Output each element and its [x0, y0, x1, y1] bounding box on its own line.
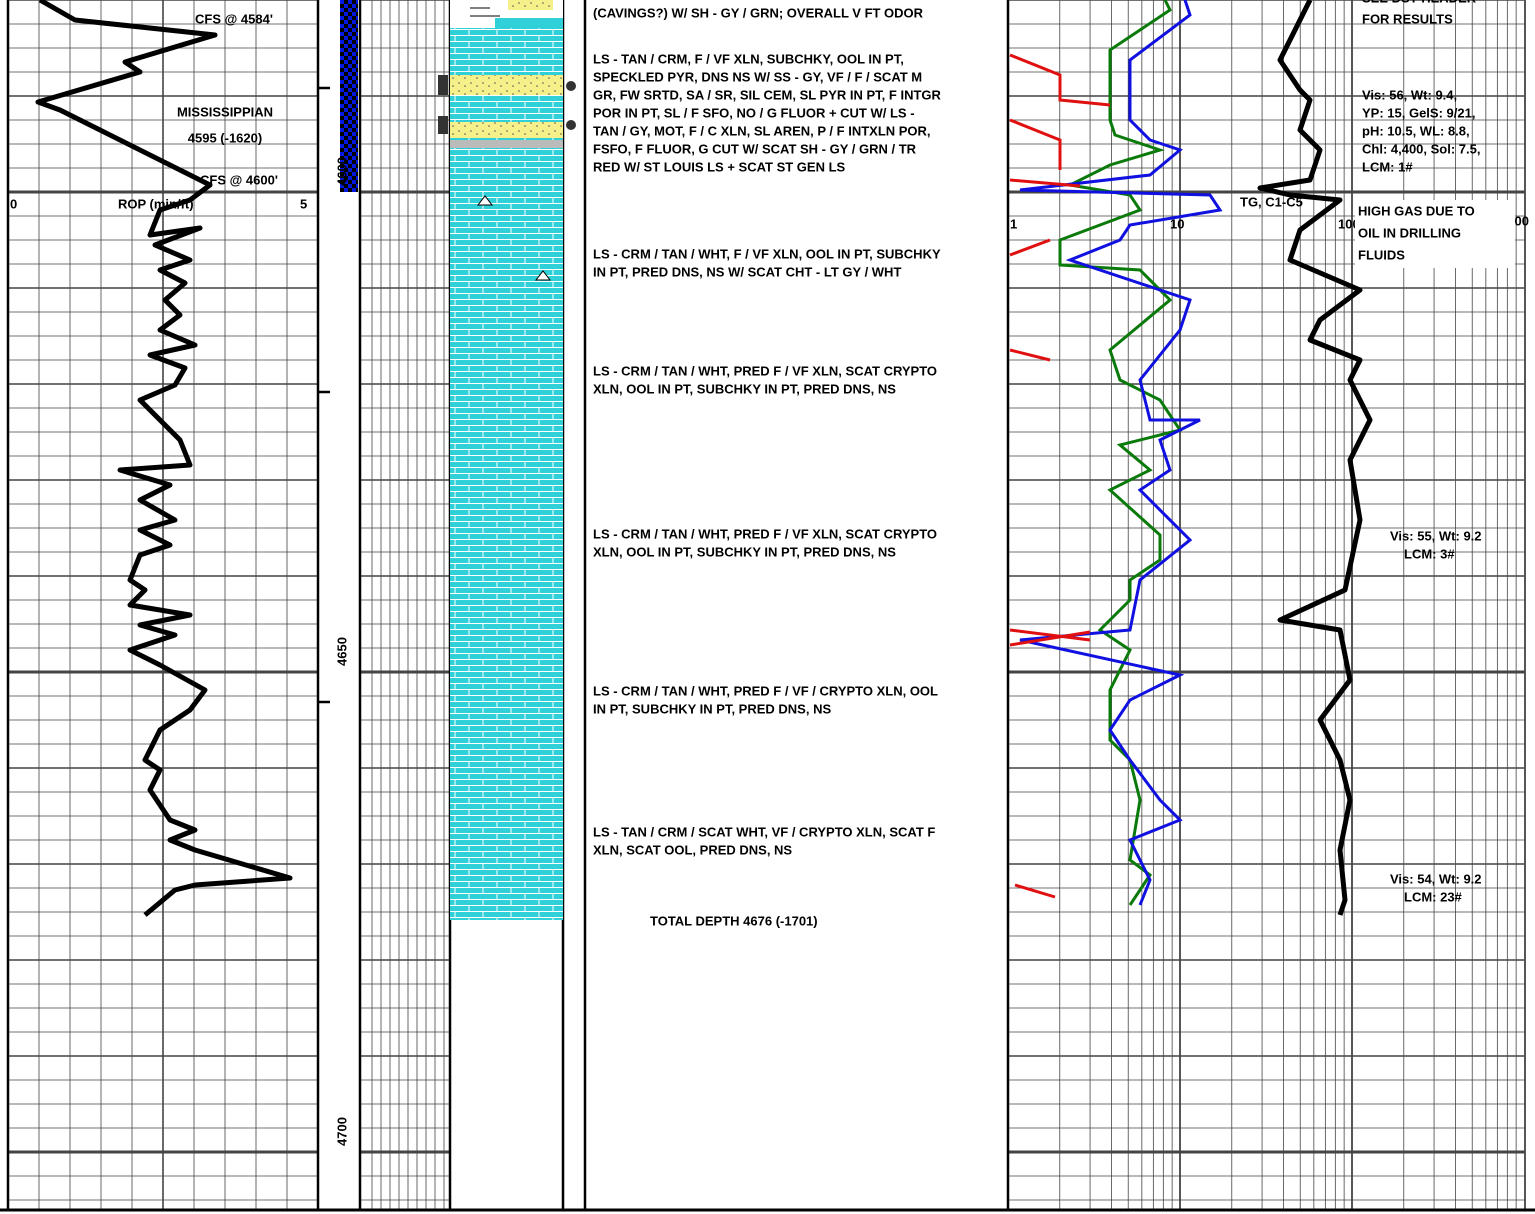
mud-report: LCM: 23#: [1404, 889, 1463, 904]
lithology-description: (CAVINGS?) W/ SH - GY / GRN; OVERALL V F…: [593, 5, 924, 20]
mud-report: LCM: 1#: [1362, 159, 1413, 174]
depth-label: 4600: [334, 157, 349, 186]
lithology-description: LS - CRM / TAN / WHT, PRED F / VF / CRYP…: [593, 683, 938, 698]
mud-report: pH: 10.5, WL: 8.8,: [1362, 123, 1470, 138]
gas-curve-segment: [1009, 178, 1081, 188]
core-column: [340, 0, 358, 192]
lithology-description: LS - CRM / TAN / WHT, PRED F / VF XLN, S…: [593, 363, 937, 378]
gas-curve-segment: [1009, 628, 1091, 642]
annotation: OIL IN DRILLING: [1358, 225, 1461, 240]
shale-dashes: [470, 7, 500, 17]
gas-curve-segment: [1014, 883, 1056, 899]
lithology-description: SPECKLED PYR, DNS NS W/ SS - GY, VF / F …: [593, 69, 922, 84]
annotation: CFS @ 4600': [200, 172, 278, 187]
gas-curve-c1: [1058, 0, 1183, 906]
mud-report: Vis: 56, Wt: 9.4,: [1362, 87, 1457, 102]
lithology-description: XLN, OOL IN PT, SUBCHKY IN PT, PRED DNS,…: [593, 381, 896, 396]
note-box: [1355, 200, 1515, 268]
lithology-description: LS - TAN / CRM / SCAT WHT, VF / CRYPTO X…: [593, 824, 935, 839]
gas-curve-segment: [1009, 630, 1091, 647]
axis-title: ROP (min/ft): [118, 196, 194, 211]
gas-curve-c2: [1009, 53, 1111, 899]
chromatograph-curve: [1257, 0, 1373, 916]
annotation: HIGH GAS DUE TO: [1358, 203, 1475, 218]
sandstone: [450, 75, 563, 95]
lithology-description: IN PT, SUBCHKY IN PT, PRED DNS, NS: [593, 701, 831, 716]
scale-label: 1: [1010, 216, 1017, 231]
mud-report: LCM: 3#: [1404, 546, 1455, 561]
lithology-description: FSFO, F FLUOR, G CUT W/ SCAT SH - GY / G…: [593, 141, 917, 156]
lithology-description: XLN, SCAT OOL, PRED DNS, NS: [593, 842, 792, 857]
gas-curve-segment: [1009, 238, 1051, 257]
gas-curve-segment: [1009, 348, 1051, 362]
annotation: FOR RESULTS: [1362, 11, 1453, 26]
annotation: SEE DST HEADER: [1362, 0, 1477, 5]
lithology-description: TAN / GY, MOT, F / C XLN, SL AREN, P / F…: [593, 123, 931, 138]
lithology-description: IN PT, PRED DNS, NS W/ SCAT CHT - LT GY …: [593, 264, 901, 279]
mud-report: YP: 15, GelS: 9/21,: [1362, 105, 1475, 120]
scale-label: 100: [1338, 216, 1360, 231]
chert-symbols: [476, 195, 552, 281]
lithology-description: LS - TAN / CRM, F / VF XLN, SUBCHKY, OOL…: [593, 51, 904, 66]
formation-top: MISSISSIPPIAN: [177, 104, 273, 119]
show-marker: [438, 75, 448, 95]
fluor-symbol: [566, 120, 576, 130]
limestone: [450, 28, 563, 920]
gas-curve-tg: [1019, 0, 1223, 906]
depth-label: 4700: [334, 1117, 349, 1146]
fluor-symbol: [566, 81, 576, 91]
mud-report: Vis: 55, Wt: 9.2: [1390, 528, 1482, 543]
scale-label: 5: [300, 196, 307, 211]
silt: [450, 140, 563, 148]
gas-curve-segment: [1009, 118, 1062, 170]
lithology-description: RED W/ ST LOUIS LS + SCAT ST GEN LS: [593, 159, 846, 174]
annotation: CFS @ 4584': [195, 11, 273, 26]
lithology-description: POR IN PT, SL / F SFO, NO / G FLUOR + CU…: [593, 105, 915, 120]
scale-label: 0: [10, 196, 17, 211]
scale-label: 10: [1170, 216, 1184, 231]
show-marker: [438, 116, 448, 134]
total-depth: TOTAL DEPTH 4676 (-1701): [650, 913, 818, 928]
limestone-top: [495, 18, 563, 28]
lithology-description: LS - CRM / TAN / WHT, PRED F / VF XLN, S…: [593, 526, 937, 541]
lithology-description: XLN, OOL IN PT, SUBCHKY IN PT, PRED DNS,…: [593, 544, 896, 559]
gas-curve-segment: [1009, 53, 1111, 107]
lithology-description: LS - CRM / TAN / WHT, F / VF XLN, OOL IN…: [593, 246, 941, 261]
lithology-description: GR, FW SRTD, SA / SR, SIL CEM, SL PYR IN…: [593, 87, 942, 102]
formation-top: 4595 (-1620): [188, 130, 262, 145]
sand-top: [508, 0, 553, 10]
depth-label: 4650: [334, 637, 349, 666]
sandstone: [450, 122, 563, 138]
annotation: FLUIDS: [1358, 247, 1405, 262]
mud-report: Vis: 54, Wt: 9.2: [1390, 871, 1482, 886]
rop-curve: [35, 0, 293, 917]
axis-title: TG, C1-C5: [1240, 194, 1303, 209]
mud-report: Chl: 4,400, Sol: 7.5,: [1362, 141, 1481, 156]
